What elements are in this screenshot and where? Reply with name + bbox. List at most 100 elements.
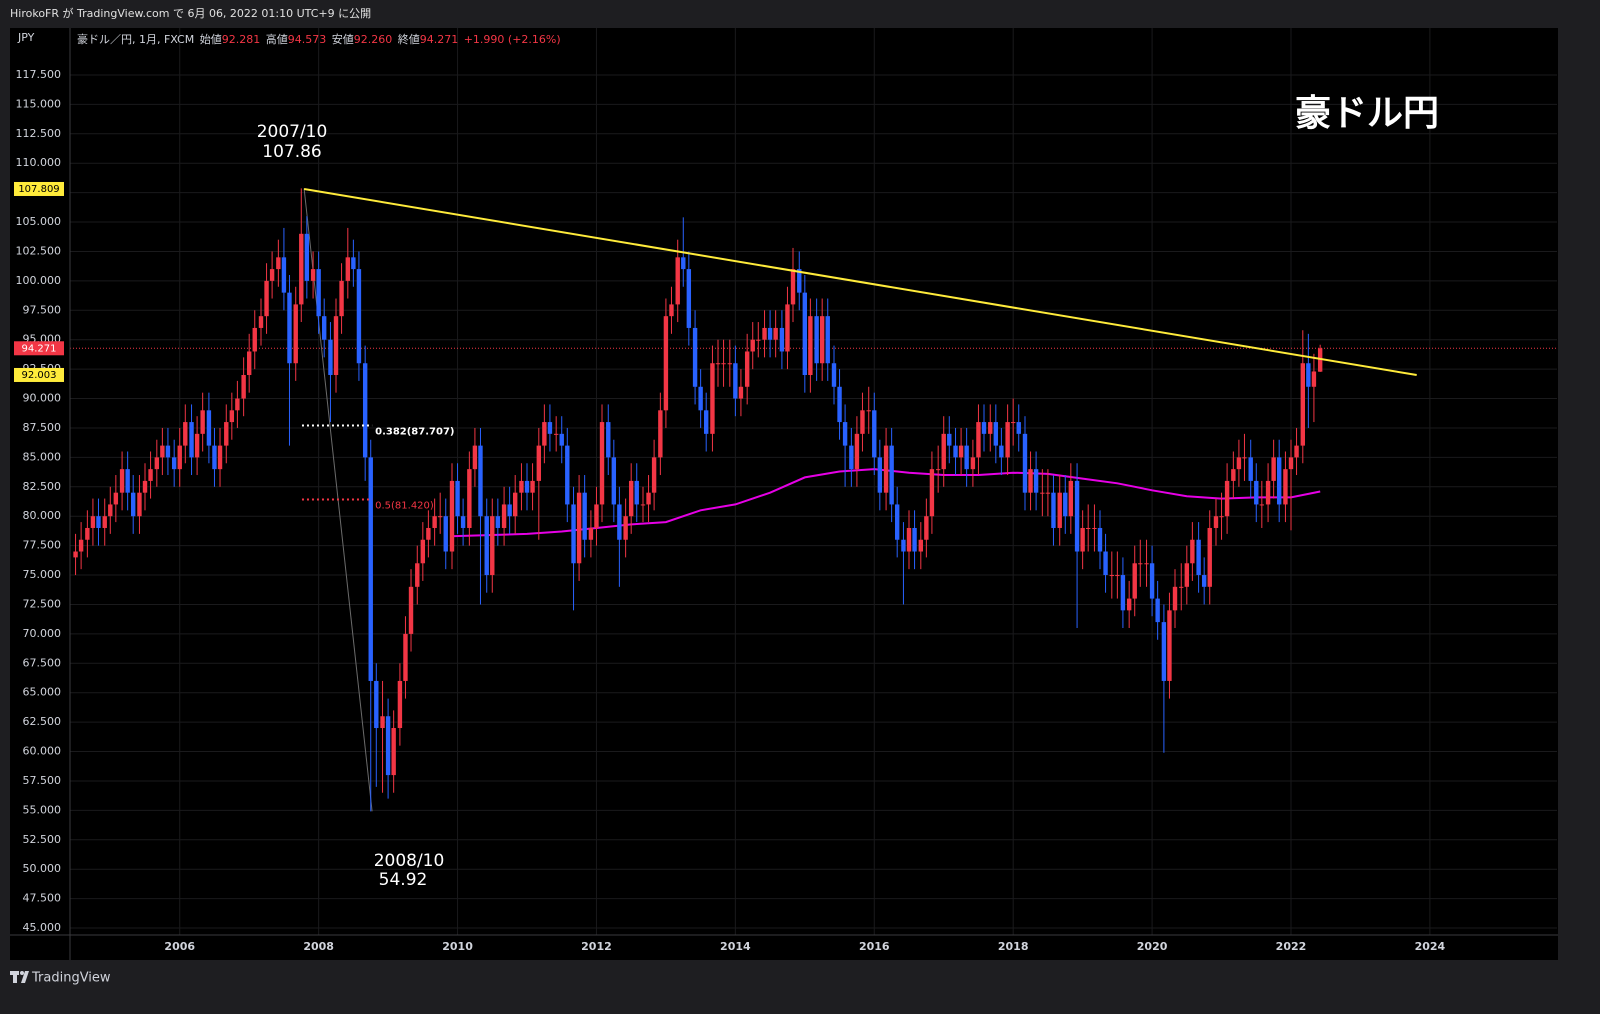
candle-body: [1265, 480, 1271, 505]
y-tick-label: 100.000: [16, 274, 62, 287]
legend: 豪ドル／円, 1月, FXCM 始値92.281 高値94.573 安値92.2…: [77, 32, 561, 46]
candle-body: [1161, 622, 1167, 681]
candle-body: [1201, 575, 1207, 587]
candle-body: [617, 504, 622, 540]
candle-body: [368, 457, 373, 681]
candle-body: [606, 422, 611, 458]
candle-body: [1317, 348, 1323, 372]
candle-body: [142, 480, 148, 493]
candle-body: [918, 539, 924, 552]
candle-body: [391, 728, 396, 776]
logo-part: [10, 971, 19, 975]
candle-body: [1306, 363, 1311, 387]
candle-body: [651, 457, 657, 493]
candle-body: [432, 516, 437, 528]
candle-body: [287, 292, 292, 364]
candle-body: [90, 516, 96, 528]
candle-body: [964, 445, 969, 470]
candle-body: [455, 480, 460, 517]
candle-body: [108, 504, 113, 517]
candle-body: [1271, 457, 1276, 481]
candle-body: [1109, 575, 1115, 577]
candle-body: [1190, 539, 1195, 564]
candle-body: [976, 422, 981, 458]
y-tick-label: 110.000: [16, 156, 62, 169]
candle-body: [802, 292, 808, 376]
candle-body: [831, 363, 837, 387]
price-tag-label: 94.271: [22, 343, 57, 354]
candle-body: [102, 516, 107, 528]
candle-body: [241, 375, 246, 399]
candle-body: [547, 422, 553, 434]
candle-body: [397, 680, 403, 729]
candle-body: [542, 422, 547, 446]
y-tick-label: 105.000: [16, 215, 62, 228]
candle-body: [206, 410, 212, 446]
x-tick-label: 2014: [720, 940, 751, 953]
candle-body: [756, 339, 761, 341]
logo-part: [20, 971, 24, 975]
candle-body: [472, 445, 478, 470]
candle-body: [426, 527, 431, 540]
x-tick-label: 2006: [164, 940, 195, 953]
candle-body: [924, 516, 929, 540]
candle-body: [460, 516, 466, 528]
brand-logo: [10, 971, 29, 983]
candle-body: [160, 445, 165, 458]
candle-body: [553, 433, 559, 435]
candle-body: [594, 504, 599, 528]
candle-body: [137, 492, 142, 517]
candle-body: [623, 516, 628, 540]
candle-body: [73, 551, 78, 558]
y-tick-label: 62.500: [23, 715, 62, 728]
candle-body: [1097, 527, 1103, 552]
candle-body: [854, 433, 860, 470]
candle-body: [264, 280, 269, 317]
candle-body: [842, 422, 848, 446]
y-tick-label: 60.000: [23, 745, 62, 758]
candle-body: [1138, 563, 1143, 565]
candle-body: [415, 563, 420, 587]
candle-body: [860, 410, 865, 434]
candle-body: [374, 680, 379, 729]
candle-body: [1300, 363, 1306, 446]
candle-body: [1040, 492, 1045, 494]
y-tick-label: 97.500: [23, 303, 62, 316]
candle-body: [698, 386, 703, 411]
candle-body: [217, 445, 223, 470]
price-tag-label: 107.809: [18, 184, 59, 195]
candle-body: [148, 469, 153, 481]
candle-body: [1057, 492, 1062, 528]
candle-body: [1103, 551, 1108, 576]
candle-body: [1283, 469, 1288, 505]
candle-body: [837, 386, 842, 423]
candle-body: [901, 539, 906, 552]
candle-body: [970, 457, 976, 470]
candle-body: [490, 516, 495, 576]
candle-body: [200, 410, 205, 434]
y-tick-label: 47.500: [23, 892, 62, 905]
legend-change: +1.990 (+2.16%): [464, 33, 561, 46]
y-tick-label: 85.000: [23, 450, 62, 463]
candle-body: [304, 233, 310, 281]
candle-body: [96, 516, 101, 528]
candle-body: [611, 457, 617, 505]
x-tick-label: 2022: [1276, 940, 1307, 953]
legend-label: 終値: [398, 33, 420, 46]
candle-body: [1115, 575, 1120, 577]
candle-body: [1132, 563, 1137, 599]
legend-label: 安値: [332, 33, 354, 46]
candle-body: [536, 445, 542, 481]
candle-body: [165, 445, 171, 458]
candle-body: [686, 269, 692, 328]
candle-body: [999, 445, 1004, 458]
candle-body: [229, 410, 235, 423]
y-tick-label: 70.000: [23, 627, 62, 640]
x-tick-label: 2018: [998, 940, 1029, 953]
chart-title: 豪ドル円: [1295, 93, 1439, 134]
candle-body: [328, 339, 333, 376]
legend-label: 始値: [200, 32, 222, 46]
candle-body: [1085, 527, 1091, 529]
y-tick-label: 50.000: [23, 862, 62, 875]
candle-body: [258, 316, 264, 328]
